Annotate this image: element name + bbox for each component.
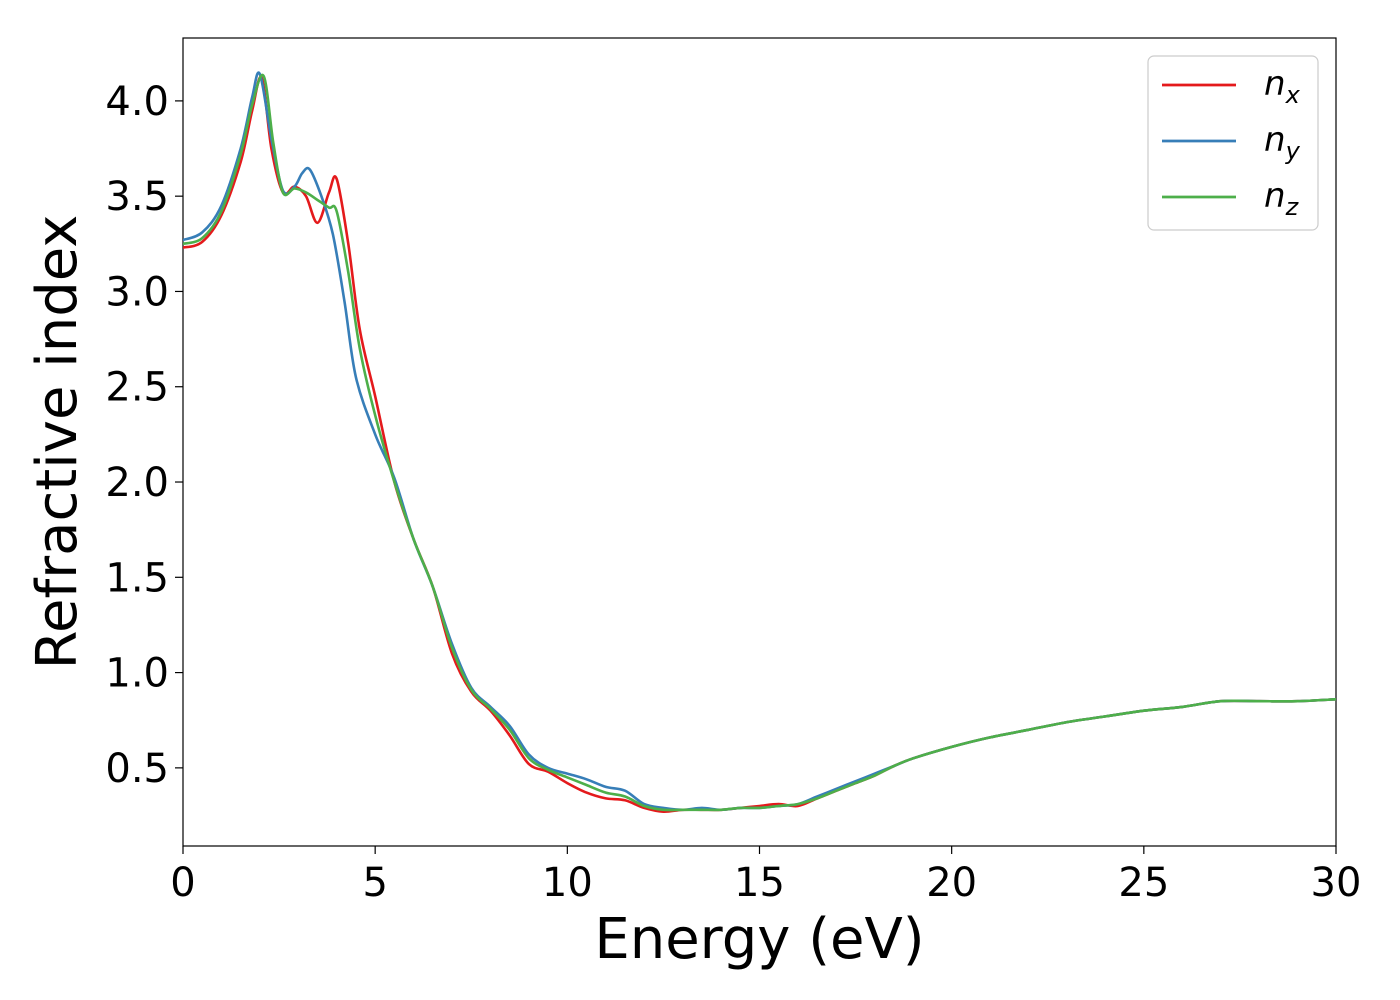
x-tick-label: 20 bbox=[926, 860, 977, 906]
series-line-nz bbox=[183, 73, 1336, 812]
legend: nx ny nz bbox=[1147, 55, 1319, 231]
y-tick-label: 1.0 bbox=[105, 651, 169, 697]
x-tick-label: 5 bbox=[362, 860, 387, 906]
series-group bbox=[183, 71, 1336, 814]
y-tick-label: 2.5 bbox=[105, 365, 169, 411]
x-axis-label: Energy (eV) bbox=[594, 907, 924, 972]
y-axis: 0.5 1.0 1.5 2.0 2.5 3.0 3.5 4.0 bbox=[105, 79, 183, 792]
y-tick-label: 3.0 bbox=[105, 269, 169, 315]
x-tick-label: 15 bbox=[734, 860, 785, 906]
y-tick-label: 0.5 bbox=[105, 746, 169, 792]
x-tick-label: 10 bbox=[542, 860, 593, 906]
x-axis: 0 5 10 15 20 25 30 bbox=[170, 846, 1361, 906]
legend-box bbox=[1147, 55, 1319, 231]
y-tick-label: 4.0 bbox=[105, 79, 169, 125]
y-axis-label: Refractive index bbox=[25, 215, 90, 670]
x-tick-label: 25 bbox=[1118, 860, 1169, 906]
legend-label-nx: nx bbox=[1264, 64, 1301, 109]
y-tick-label: 1.5 bbox=[105, 555, 169, 601]
legend-label-nz: nz bbox=[1264, 176, 1300, 221]
y-tick-label: 3.5 bbox=[105, 174, 169, 220]
legend-label-ny: ny bbox=[1264, 120, 1301, 165]
y-tick-label: 2.0 bbox=[105, 460, 169, 506]
x-tick-label: 30 bbox=[1311, 860, 1362, 906]
x-tick-label: 0 bbox=[170, 860, 195, 906]
